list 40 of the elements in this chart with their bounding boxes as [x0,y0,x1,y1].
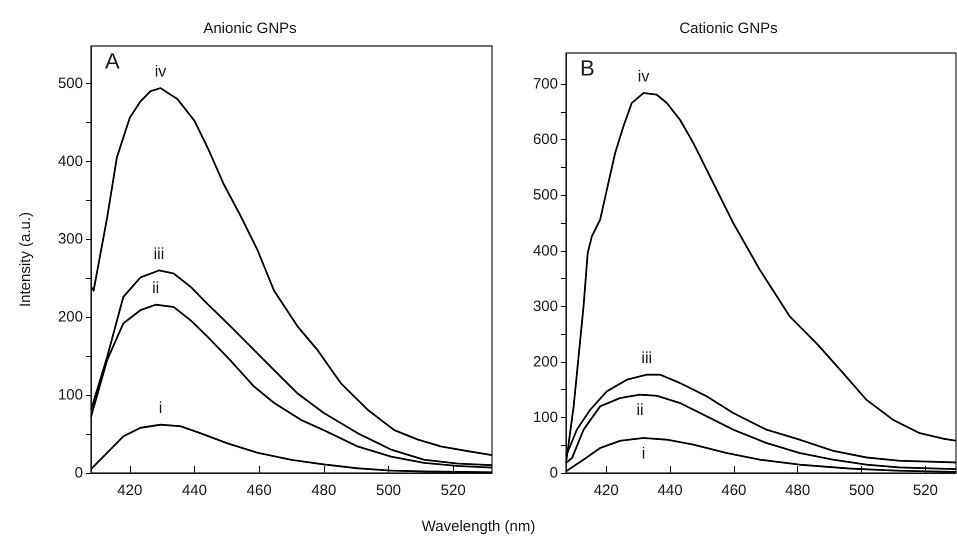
y-tick-label: 0 [550,464,558,482]
y-tick-label: 500 [58,74,83,92]
chart-title: Anionic GNPs [203,20,297,37]
annotation: B [580,56,595,80]
y-tick-label: 300 [58,230,83,248]
series-label: iii [641,350,652,368]
x-tick-label: 460 [246,482,272,499]
y-axis-title: Intensity (a.u.) [17,212,34,308]
series-label: ii [152,280,160,298]
y-tick-label: 400 [58,152,83,170]
x-tick-label: 420 [117,482,142,499]
x-tick-label: 500 [849,482,874,499]
y-tick-label: 400 [532,242,558,260]
series-label: iii [154,246,164,263]
series-label: iv [154,64,166,81]
x-tick-label: 520 [440,482,466,499]
x-tick-label: 500 [376,482,402,499]
x-tick-label: 480 [311,482,336,499]
x-tick-label: 420 [594,482,619,499]
series-label: ii [636,402,644,420]
y-tick-label: 600 [532,131,558,148]
y-tick-label: 700 [532,76,558,93]
x-tick-label: 480 [785,482,810,499]
annotation: A [105,48,120,74]
series-label: i [158,400,162,418]
y-tick-label: 100 [58,386,83,404]
y-tick-label: 300 [532,298,558,315]
y-tick-label: 500 [532,186,558,204]
y-tick-label: 200 [58,308,83,326]
y-tick-label: 100 [532,408,558,426]
y-tick-label: 200 [532,353,558,370]
y-tick-label: 0 [74,464,83,482]
x-tick-label: 440 [182,482,207,499]
x-tick-label: 440 [658,482,683,499]
series-label: iv [638,68,650,86]
x-axis-title: Wavelength (nm) [420,518,536,535]
x-tick-label: 520 [912,482,938,499]
x-tick-label: 460 [721,482,746,499]
chart-title: Cationic GNPs [679,20,778,37]
series-label: i [642,446,646,462]
